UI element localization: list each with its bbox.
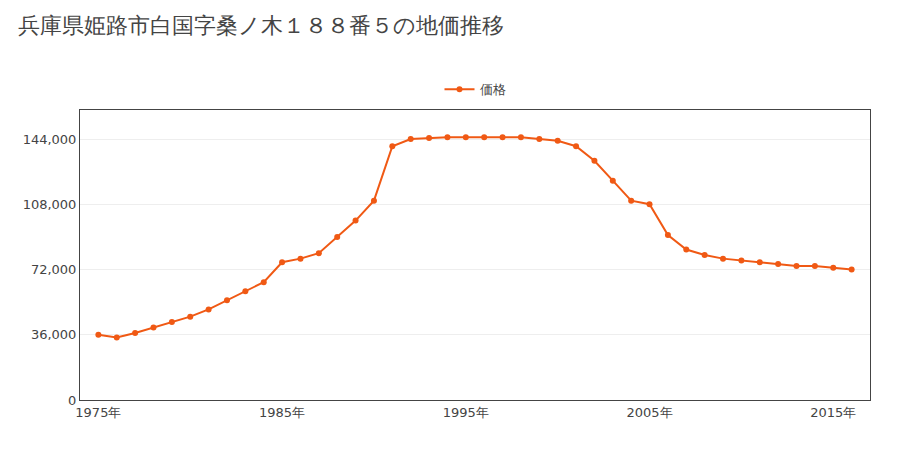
svg-text:2005年: 2005年 [626,405,672,420]
svg-text:1975年: 1975年 [75,405,121,420]
svg-text:価格: 価格 [480,82,506,97]
svg-text:2015年: 2015年 [810,405,856,420]
svg-text:108,000: 108,000 [23,197,77,212]
svg-text:144,000: 144,000 [23,132,77,147]
svg-text:兵庫県姫路市白国字桑ノ木１８８番５の地価推移: 兵庫県姫路市白国字桑ノ木１８８番５の地価推移 [18,13,504,38]
svg-text:72,000: 72,000 [31,262,77,277]
svg-text:36,000: 36,000 [31,327,77,342]
svg-text:1985年: 1985年 [259,405,305,420]
svg-text:0: 0 [68,393,76,408]
svg-text:1995年: 1995年 [443,405,489,420]
